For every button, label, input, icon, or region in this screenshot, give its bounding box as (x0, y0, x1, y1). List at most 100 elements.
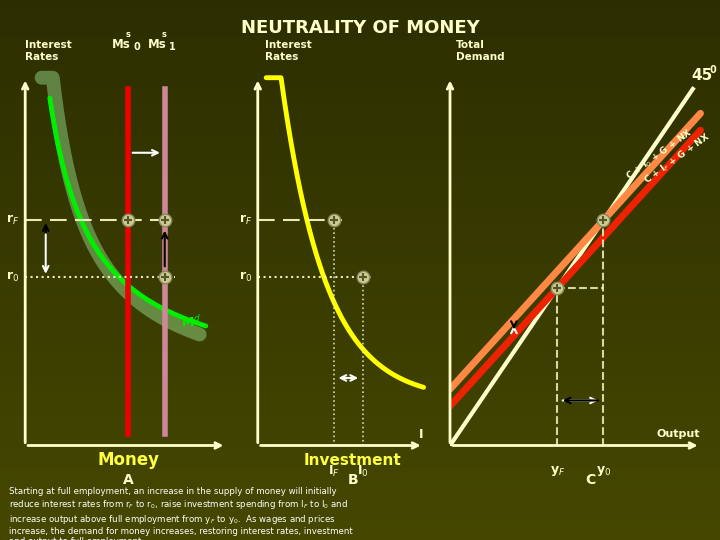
Text: 0: 0 (133, 42, 140, 52)
Bar (0, 155, 720, 162)
Bar (0, 176, 720, 183)
Bar (0, 324, 720, 330)
Bar (0, 141, 720, 149)
Text: C + I$_F$ + G + NX: C + I$_F$ + G + NX (642, 131, 713, 187)
Text: Investment: Investment (304, 453, 402, 468)
Bar (0, 480, 720, 486)
Bar (0, 291, 720, 297)
Bar (0, 384, 720, 391)
Bar (0, 392, 720, 399)
Text: Output: Output (657, 429, 701, 439)
Bar (0, 14, 720, 20)
Text: y$_0$: y$_0$ (595, 464, 611, 478)
Bar (0, 351, 720, 357)
Bar (0, 418, 720, 426)
Bar (0, 68, 720, 74)
Text: y$_F$: y$_F$ (549, 464, 565, 478)
Bar (0, 297, 720, 303)
Bar (0, 492, 720, 500)
Bar (0, 432, 720, 438)
Bar (0, 310, 720, 317)
Bar (0, 183, 720, 189)
Bar (0, 519, 720, 526)
Bar (0, 209, 720, 216)
Bar (0, 472, 720, 480)
Bar (0, 81, 720, 87)
Bar (0, 128, 720, 135)
Text: Interest
Rates: Interest Rates (25, 40, 72, 62)
Bar (0, 513, 720, 519)
Bar (0, 40, 720, 47)
Text: r$_0$: r$_0$ (239, 269, 253, 284)
Bar (0, 108, 720, 115)
Bar (0, 148, 720, 156)
Bar (0, 338, 720, 345)
Bar (0, 372, 720, 378)
Text: 1: 1 (169, 42, 176, 52)
Text: Ms: Ms (148, 38, 166, 51)
Bar (0, 102, 720, 108)
Bar (0, 202, 720, 209)
Bar (0, 276, 720, 284)
Bar (0, 74, 720, 81)
Bar (0, 47, 720, 54)
Bar (0, 270, 720, 276)
Text: Money: Money (97, 451, 159, 469)
Text: r$_0$: r$_0$ (6, 269, 19, 284)
Bar (0, 284, 720, 291)
Bar (0, 465, 720, 472)
Text: C + I$_0$ + G + NX: C + I$_0$ + G + NX (624, 126, 696, 183)
Bar (0, 534, 720, 540)
Bar (0, 27, 720, 33)
Bar (0, 364, 720, 372)
Bar (0, 318, 720, 324)
Bar (0, 168, 720, 176)
Bar (0, 446, 720, 453)
Text: Total
Demand: Total Demand (456, 40, 505, 62)
Bar (0, 486, 720, 492)
Bar (0, 222, 720, 230)
Bar (0, 54, 720, 60)
Bar (0, 405, 720, 411)
Bar (0, 162, 720, 168)
Text: s: s (162, 30, 167, 39)
Bar (0, 60, 720, 68)
Bar (0, 507, 720, 513)
Bar (0, 426, 720, 432)
Bar (0, 378, 720, 384)
Text: s: s (126, 30, 131, 39)
Bar (0, 230, 720, 237)
Bar (0, 33, 720, 40)
Bar (0, 500, 720, 507)
Bar (0, 94, 720, 102)
Text: I$_F$: I$_F$ (328, 464, 340, 480)
Bar (0, 115, 720, 122)
Bar (0, 216, 720, 222)
Text: I: I (419, 428, 423, 441)
Bar (0, 249, 720, 256)
Bar (0, 263, 720, 270)
Bar (0, 122, 720, 128)
Bar (0, 303, 720, 310)
Bar (0, 453, 720, 459)
Text: 0: 0 (709, 65, 716, 75)
Bar (0, 411, 720, 418)
Bar (0, 399, 720, 405)
Text: Starting at full employment, an increase in the supply of money will initially
r: Starting at full employment, an increase… (9, 487, 352, 540)
Bar (0, 189, 720, 195)
Text: r$_F$: r$_F$ (239, 213, 253, 227)
Bar (0, 459, 720, 465)
Bar (0, 256, 720, 263)
Text: 45: 45 (691, 68, 713, 83)
Text: r$_F$: r$_F$ (6, 213, 19, 227)
Bar (0, 0, 720, 6)
Text: C: C (585, 472, 595, 487)
Bar (0, 135, 720, 141)
Bar (0, 357, 720, 364)
Text: M$^d$: M$^d$ (181, 314, 202, 330)
Bar (0, 20, 720, 27)
Bar (0, 237, 720, 243)
Bar (0, 345, 720, 351)
Bar (0, 195, 720, 202)
Text: Interest
Rates: Interest Rates (265, 40, 312, 62)
